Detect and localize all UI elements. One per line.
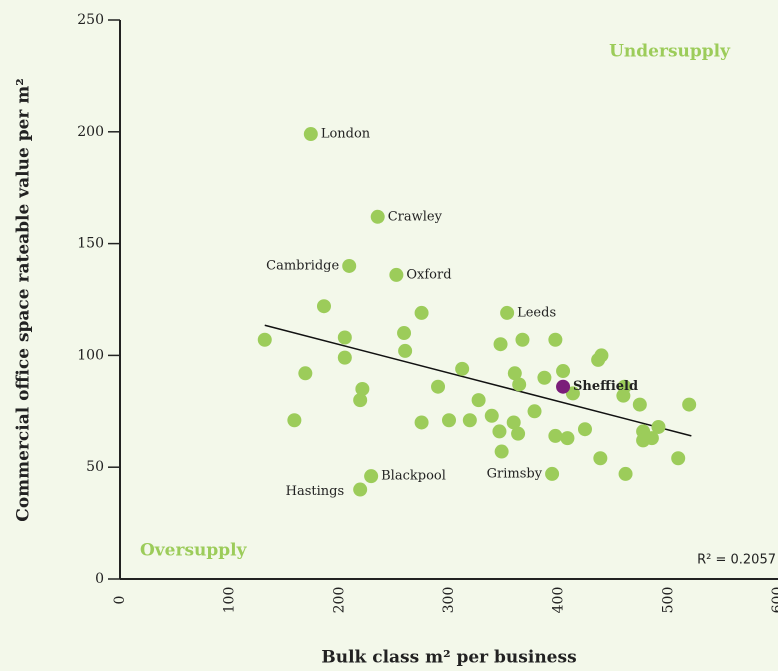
data-point	[355, 381, 370, 396]
data-point	[618, 466, 633, 481]
data-point	[442, 413, 456, 428]
data-point	[316, 299, 331, 314]
data-point	[537, 370, 552, 385]
y-tick-label: 250	[77, 12, 104, 28]
trendline	[264, 324, 692, 437]
data-point	[414, 305, 429, 320]
data-point	[471, 393, 486, 408]
data-point	[506, 415, 521, 430]
x-tick-label: 0	[112, 596, 128, 605]
point-label: London	[321, 127, 371, 142]
data-point	[577, 422, 592, 437]
data-point	[494, 444, 509, 459]
data-point	[671, 451, 686, 466]
y-axis-title: Commercial office space rateable value p…	[14, 78, 34, 521]
point-label: Hastings	[286, 484, 345, 499]
data-point	[370, 209, 385, 224]
data-point	[512, 377, 527, 392]
data-point	[462, 413, 477, 428]
x-tick-label: 100	[222, 587, 238, 614]
y-tick-label: 200	[77, 124, 104, 140]
data-point	[257, 332, 272, 347]
data-point	[364, 469, 379, 484]
data-point	[515, 332, 530, 347]
data-point	[548, 428, 563, 443]
data-point	[594, 348, 609, 363]
data-point	[565, 386, 580, 401]
data-point	[414, 415, 429, 430]
x-axis-title: Bulk class m² per business	[321, 648, 576, 668]
data-point	[493, 337, 508, 352]
data-point	[556, 379, 571, 394]
data-point	[303, 127, 318, 142]
y-tick-label: 100	[77, 347, 104, 363]
data-point	[455, 361, 470, 376]
x-tick-label: 200	[331, 587, 347, 614]
data-point	[651, 419, 666, 434]
data-point	[617, 379, 632, 394]
data-point	[342, 258, 357, 273]
data-point	[548, 332, 563, 347]
y-tick-label: 50	[86, 459, 104, 475]
point-label: Cambridge	[266, 258, 339, 273]
data-point	[507, 366, 522, 381]
data-point	[492, 424, 507, 439]
undersupply-label: Undersupply	[609, 42, 731, 62]
point-label: Oxford	[406, 267, 451, 282]
data-point	[593, 451, 608, 466]
data-point	[337, 330, 352, 345]
point-label: Blackpool	[381, 469, 446, 484]
data-point	[398, 343, 413, 358]
data-point	[560, 431, 575, 446]
data-point	[431, 379, 446, 394]
r-squared: R² = 0.2057	[697, 553, 776, 568]
data-point	[298, 366, 313, 381]
data-point	[337, 350, 352, 365]
point-label: Sheffield	[573, 379, 638, 394]
data-point	[500, 305, 515, 320]
data-point	[511, 426, 526, 441]
x-tick-label: 300	[441, 587, 457, 614]
point-label: Grimsby	[487, 466, 543, 481]
data-point	[287, 413, 302, 428]
data-point	[556, 364, 571, 379]
data-point	[545, 466, 560, 481]
data-point	[682, 397, 697, 412]
data-point	[389, 267, 404, 282]
data-point	[353, 393, 368, 408]
data-point	[644, 431, 659, 446]
y-tick-label: 0	[95, 571, 104, 587]
data-point	[527, 404, 542, 419]
point-label: Crawley	[388, 209, 443, 224]
point-label: Leeds	[517, 305, 556, 320]
data-point	[397, 326, 412, 341]
data-point	[632, 397, 647, 412]
x-tick-label: 400	[551, 587, 567, 614]
x-tick-label: 600	[770, 587, 778, 614]
x-tick-label: 500	[660, 587, 676, 614]
y-tick-label: 150	[77, 236, 104, 252]
data-point	[353, 482, 368, 497]
data-point	[484, 408, 499, 423]
oversupply-label: Oversupply	[140, 541, 248, 561]
